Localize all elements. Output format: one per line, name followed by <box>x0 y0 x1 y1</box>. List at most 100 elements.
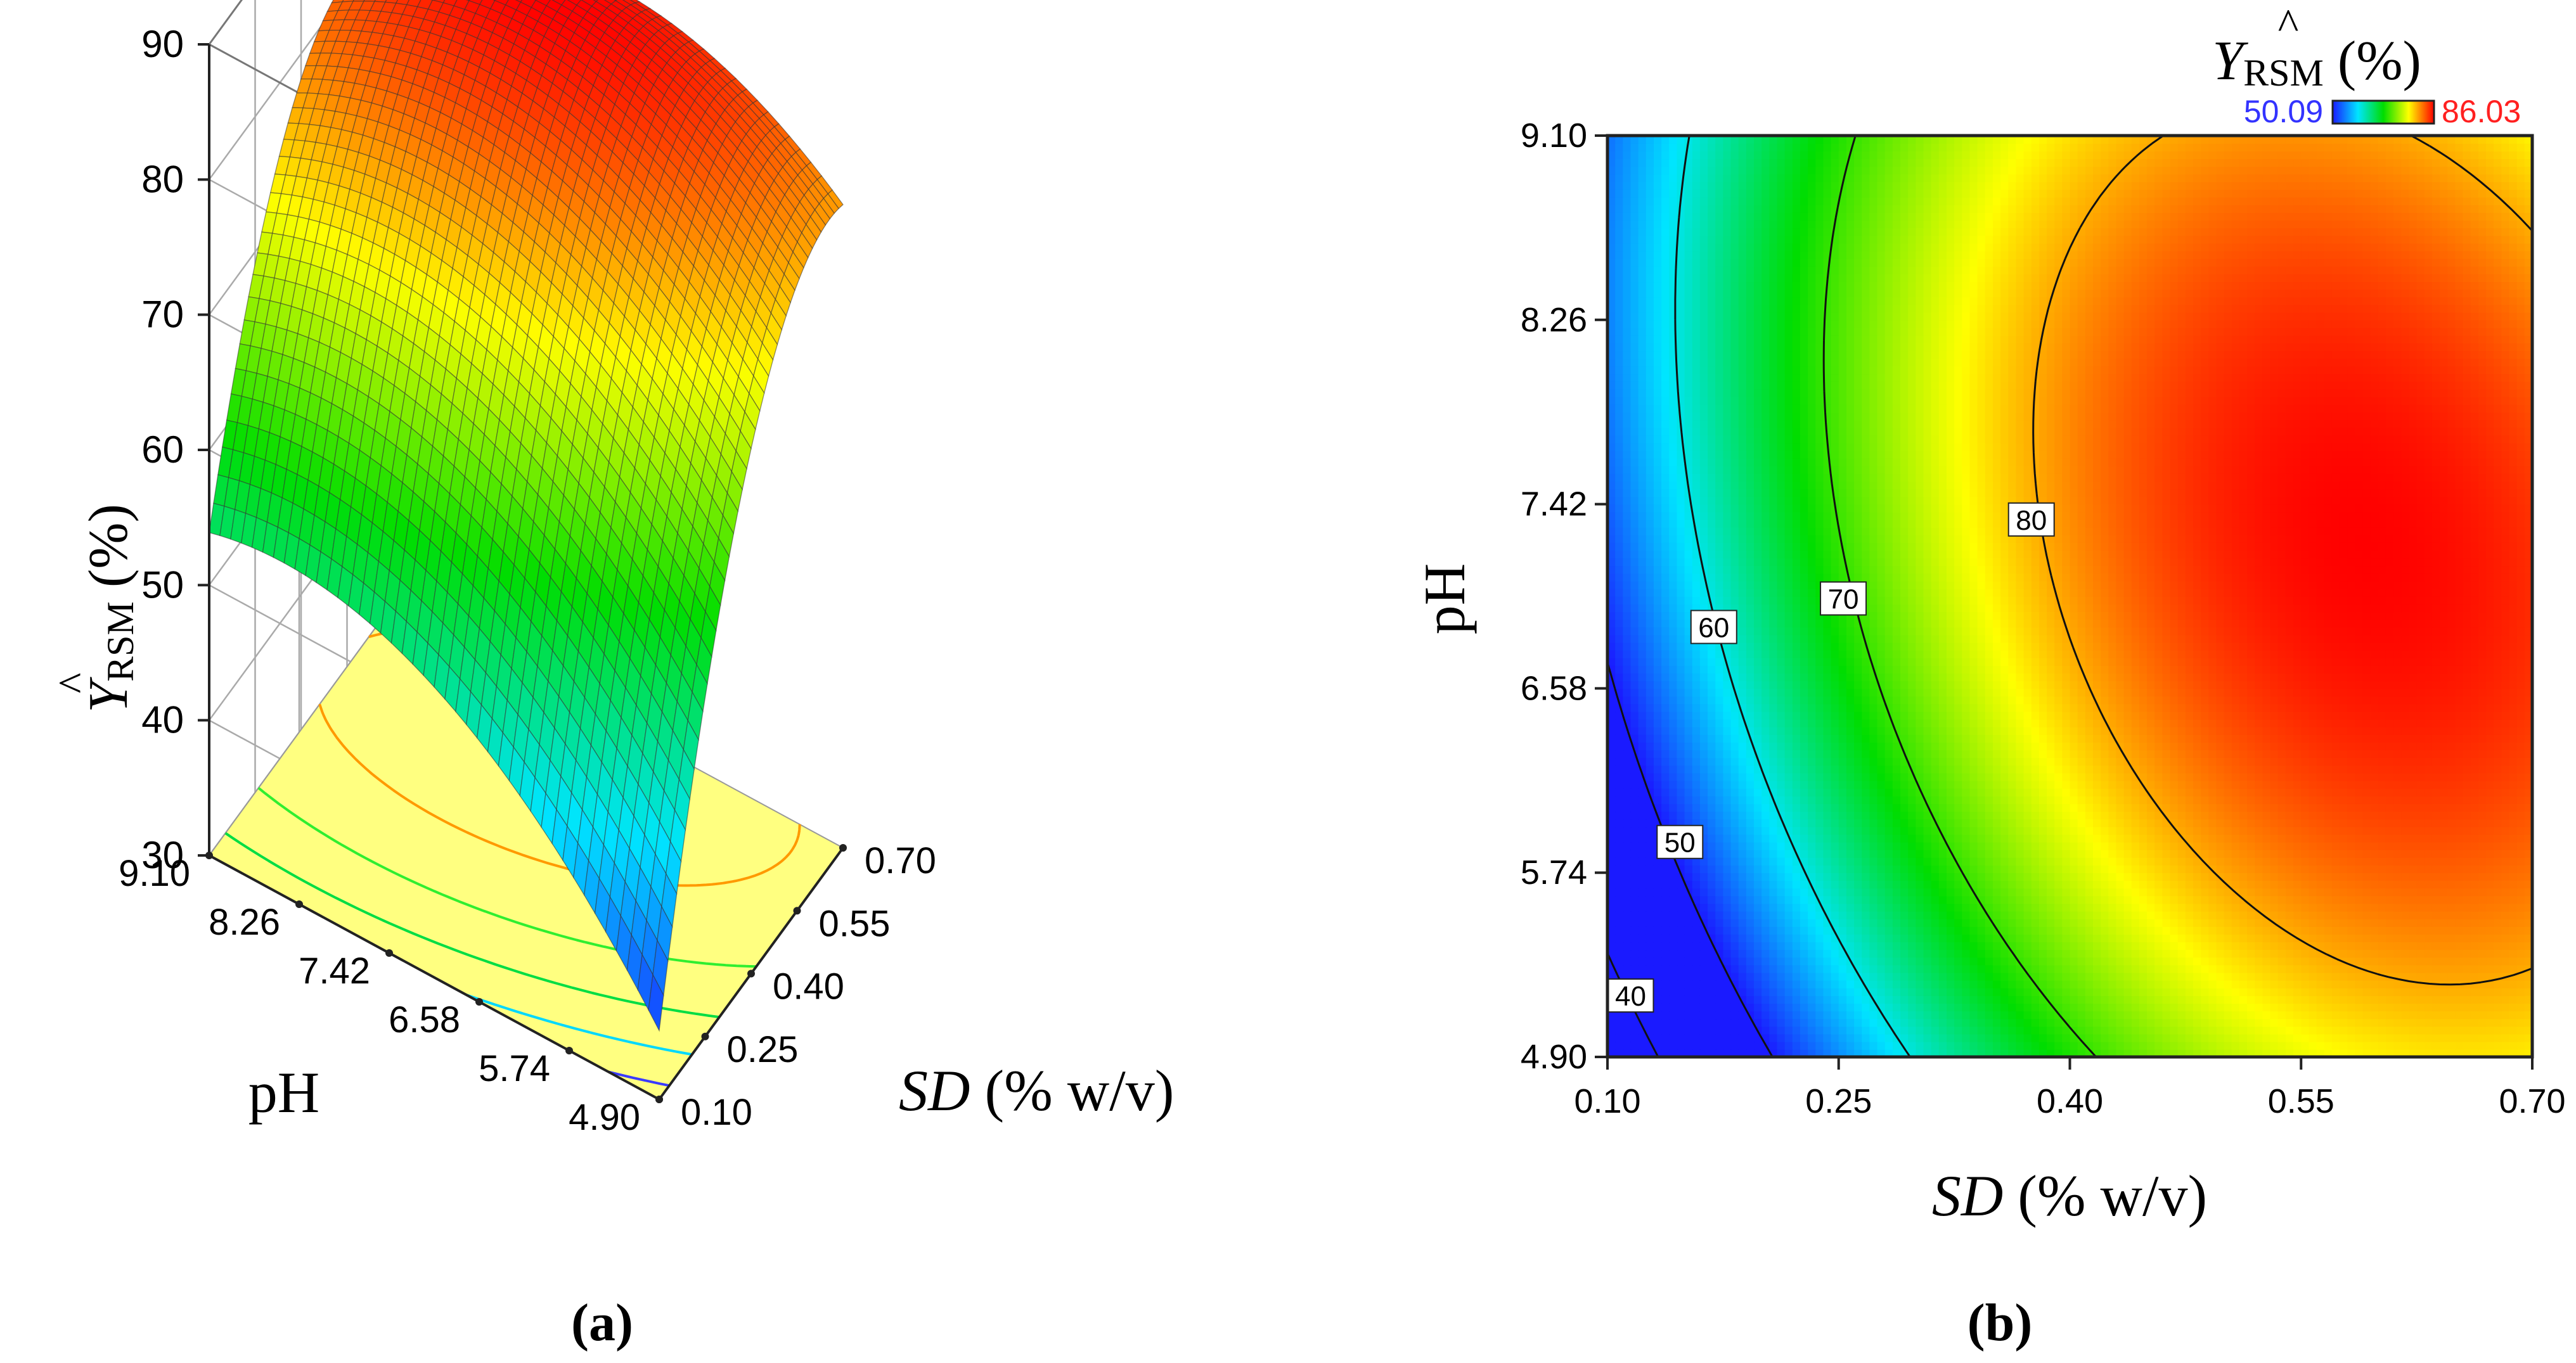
contour-cell <box>2262 942 2271 950</box>
contour-cell <box>2340 918 2348 927</box>
contour-cell <box>2101 895 2109 904</box>
contour-cell <box>2524 972 2532 981</box>
contour-cell <box>1823 1033 1832 1042</box>
contour-cell <box>2023 1003 2032 1012</box>
contour-cell <box>1746 1003 1755 1012</box>
contour-cell <box>2008 873 2017 881</box>
contour-cell <box>2131 1011 2140 1020</box>
contour-cell <box>1962 995 1971 1004</box>
contour-cell <box>1846 1011 1855 1020</box>
contour-cell <box>1792 949 1801 958</box>
contour-cell <box>2224 980 2232 989</box>
contour-cell <box>2416 942 2425 950</box>
contour-cell <box>2054 995 2063 1004</box>
contour-cell <box>1746 980 1755 989</box>
contour-cell <box>1738 972 1747 981</box>
contour-cell <box>1862 880 1871 889</box>
contour-cell <box>1892 888 1901 897</box>
contour-cell <box>1669 980 1678 989</box>
contour-cell <box>1838 873 1847 881</box>
contour-cell <box>2277 873 2286 881</box>
contour-cell <box>2023 880 2032 889</box>
contour-cell <box>2193 865 2201 873</box>
contour-cell <box>2131 873 2140 881</box>
contour-cell <box>1808 1041 1817 1050</box>
contour-cell <box>2378 934 2386 943</box>
contour-cell <box>1877 865 1886 873</box>
contour-cell <box>1846 980 1855 989</box>
contour-cell <box>1761 888 1770 897</box>
contour-cell <box>1692 934 1701 943</box>
contour-cell <box>1962 957 1971 966</box>
contour-cell <box>1684 942 1693 950</box>
contour-cell <box>1638 911 1647 919</box>
contour-cell <box>1823 949 1832 958</box>
contour-cell <box>2231 1011 2240 1020</box>
contour-cell <box>1892 964 1901 973</box>
contour-cell <box>1708 957 1716 966</box>
contour-cell <box>2208 888 2217 897</box>
contour-cell <box>1823 1003 1832 1012</box>
contour-cell <box>2524 1033 2532 1042</box>
contour-cell <box>2385 964 2394 973</box>
contour-cell <box>2409 911 2418 919</box>
contour-cell <box>2031 934 2040 943</box>
contour-cell <box>2424 1033 2433 1042</box>
contour-cell <box>1792 1026 1801 1035</box>
contour-cell <box>2378 1011 2386 1020</box>
contour-cell <box>1684 934 1693 943</box>
contour-cell <box>1846 880 1855 889</box>
contour-cell <box>2416 895 2425 904</box>
contour-cell <box>1653 1003 1662 1012</box>
contour-cell <box>1916 1049 1924 1057</box>
contour-cell <box>2301 903 2310 912</box>
contour-cell <box>2177 1018 2186 1027</box>
contour-cell <box>1862 918 1871 927</box>
contour-cell <box>1677 1011 1685 1020</box>
contour-cell <box>2509 895 2518 904</box>
contour-cell <box>1746 895 1755 904</box>
contour-cell <box>1854 1049 1863 1057</box>
contour-cell <box>2092 987 2101 996</box>
contour-cell <box>1900 980 1909 989</box>
contour-cell <box>1838 857 1847 866</box>
contour-cell <box>2038 911 2047 919</box>
contour-cell <box>2185 1026 2194 1035</box>
contour-cell <box>2000 1018 2009 1027</box>
contour-cell <box>2201 918 2210 927</box>
contour-cell <box>1661 1041 1670 1050</box>
contour-cell <box>1615 880 1624 889</box>
contour-cell <box>1661 987 1670 996</box>
contour-cell <box>2463 926 2471 935</box>
contour-cell <box>1669 957 1678 966</box>
contour-cell <box>1630 1026 1639 1035</box>
contour-cell <box>1677 987 1685 996</box>
contour-cell <box>1862 1049 1871 1057</box>
contour-cell <box>2431 1018 2440 1027</box>
contour-cell <box>1708 857 1716 866</box>
contour-cell <box>1916 911 1924 919</box>
contour-cell <box>2478 934 2487 943</box>
contour-cell <box>2355 926 2364 935</box>
contour-cell <box>2231 942 2240 950</box>
contour-cell <box>2486 972 2495 981</box>
contour-cell <box>2231 964 2240 973</box>
contour-cell <box>1723 957 1732 966</box>
contour-cell <box>2123 1049 2132 1057</box>
contour-cell <box>1916 995 1924 1004</box>
contour-cell <box>2077 926 2086 935</box>
contour-cell <box>2008 857 2017 866</box>
contour-cell <box>1792 942 1801 950</box>
contour-cell <box>2062 942 2071 950</box>
contour-cell <box>2285 873 2294 881</box>
contour-cell <box>2340 942 2348 950</box>
contour-cell <box>2023 934 2032 943</box>
contour-cell <box>2255 972 2264 981</box>
contour-cell <box>1715 980 1724 989</box>
contour-cell <box>2239 1011 2248 1020</box>
contour-cell <box>2247 1018 2256 1027</box>
contour-cell <box>2501 980 2510 989</box>
contour-cell <box>1985 1011 1993 1020</box>
contour-cell <box>2170 1026 2179 1035</box>
contour-cell <box>2116 957 2125 966</box>
